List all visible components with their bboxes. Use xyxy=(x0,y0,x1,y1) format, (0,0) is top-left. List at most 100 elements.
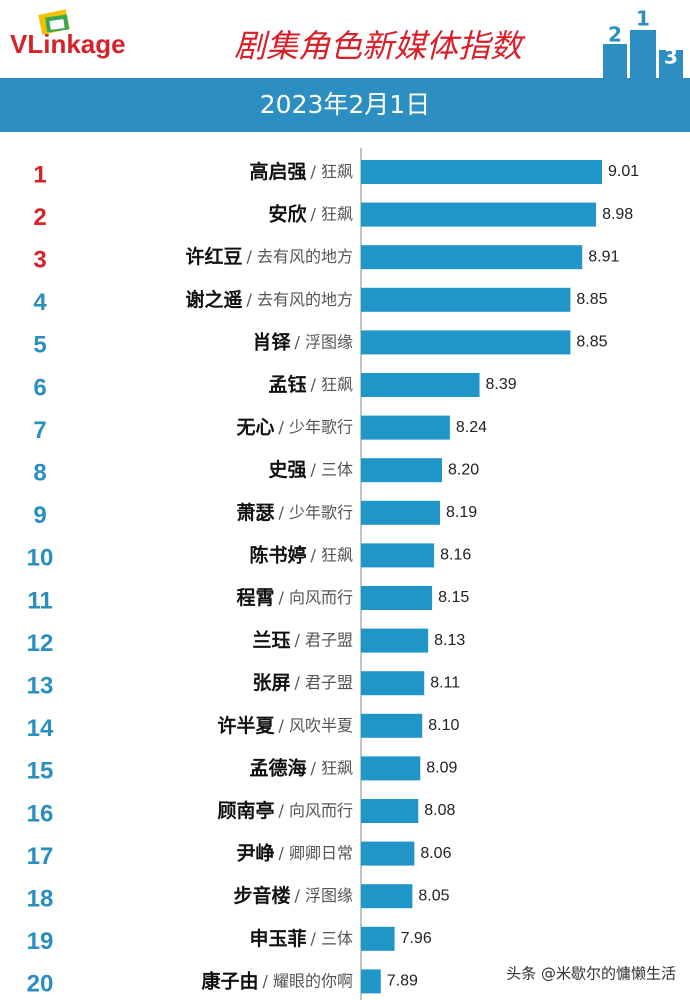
rank: 18 xyxy=(27,886,54,913)
bar xyxy=(361,500,441,525)
bar xyxy=(361,628,429,653)
show-name: / 君子盟 xyxy=(295,630,353,649)
bar xyxy=(361,160,602,184)
bar xyxy=(361,799,419,823)
show-name: / 去有风的地方 xyxy=(247,247,353,266)
row-label: 许红豆 / 去有风的地方 xyxy=(186,245,354,268)
show-name: / 浮图缘 xyxy=(295,332,353,351)
show-name: / 狂飙 xyxy=(311,204,353,223)
rank: 11 xyxy=(27,587,52,614)
row-label: 顾南亭 / 向风而行 xyxy=(218,799,354,822)
bar xyxy=(361,671,425,696)
bar xyxy=(361,415,450,440)
show-name: / 三体 xyxy=(311,460,353,479)
rank: 3 xyxy=(33,247,46,274)
show-name: / 卿卿日常 xyxy=(279,843,353,862)
show-name: / 向风而行 xyxy=(279,801,353,820)
character-name: 孟德海 xyxy=(250,756,307,779)
bar xyxy=(361,287,571,312)
bar xyxy=(361,713,423,738)
character-name: 谢之遥 xyxy=(186,287,243,310)
subtitle: 2023年2月1日 xyxy=(260,90,430,119)
row-label: 无心 / 少年歌行 xyxy=(237,416,354,438)
rank: 2 xyxy=(33,204,46,231)
show-name: / 三体 xyxy=(311,928,353,947)
rank: 20 xyxy=(27,971,54,998)
value-label: 8.09 xyxy=(426,760,457,777)
value-label: 8.15 xyxy=(438,589,469,606)
character-name: 步音楼 xyxy=(234,884,291,907)
row-label: 许半夏 / 风吹半夏 xyxy=(218,713,354,736)
rank: 5 xyxy=(33,332,46,359)
bar xyxy=(361,373,480,397)
row-label: 肖铎 / 浮图缘 xyxy=(253,330,354,353)
row-label: 兰珏 / 君子盟 xyxy=(253,628,354,651)
character-name: 萧瑟 xyxy=(237,501,275,523)
character-name: 张屏 xyxy=(253,672,291,694)
row-label: 尹峥 / 卿卿日常 xyxy=(237,841,354,864)
brand: VLinkage xyxy=(10,29,126,59)
podium-icon xyxy=(603,30,683,78)
rank: 13 xyxy=(27,673,54,700)
value-label: 8.10 xyxy=(428,717,459,734)
value-label: 9.01 xyxy=(608,163,639,180)
row-label: 史强 / 三体 xyxy=(269,459,354,481)
rank: 15 xyxy=(27,758,54,785)
row-label: 步音楼 / 浮图缘 xyxy=(234,884,354,907)
character-name: 程霄 xyxy=(237,587,275,609)
value-label: 7.96 xyxy=(401,930,432,947)
value-label: 8.11 xyxy=(430,674,460,691)
row-label: 张屏 / 君子盟 xyxy=(253,672,354,694)
value-label: 8.39 xyxy=(486,376,517,393)
rank: 4 xyxy=(33,289,47,316)
show-name: / 少年歌行 xyxy=(279,502,353,521)
character-name: 顾南亭 xyxy=(218,799,275,822)
rank: 1 xyxy=(33,161,46,188)
show-name: / 少年歌行 xyxy=(279,417,353,436)
character-name: 尹峥 xyxy=(237,841,275,864)
show-name: / 风吹半夏 xyxy=(279,715,353,734)
rank: 16 xyxy=(27,800,54,827)
bar xyxy=(361,330,571,355)
watermark: 头条 @米歇尔的慵懒生活 xyxy=(506,965,676,983)
show-name: / 狂飙 xyxy=(311,545,353,564)
value-label: 8.06 xyxy=(420,845,451,862)
character-name: 康子由 xyxy=(202,969,259,992)
bar xyxy=(361,586,433,610)
row-label: 高启强 / 狂飙 xyxy=(250,160,354,183)
bar xyxy=(361,245,583,270)
character-name: 兰珏 xyxy=(253,628,291,651)
show-name: / 狂飙 xyxy=(311,758,353,777)
rank: 9 xyxy=(33,502,46,529)
value-label: 8.19 xyxy=(446,504,477,521)
show-name: / 去有风的地方 xyxy=(247,289,353,308)
logo-icon xyxy=(38,9,70,35)
podium-digit: 3 xyxy=(664,45,678,69)
bar xyxy=(361,202,597,227)
value-label: 7.89 xyxy=(387,973,418,990)
character-name: 申玉菲 xyxy=(250,926,307,949)
show-name: / 狂飙 xyxy=(311,375,353,394)
rank: 6 xyxy=(33,374,46,401)
show-name: / 浮图缘 xyxy=(295,886,353,905)
character-name: 肖铎 xyxy=(253,330,292,353)
rank: 10 xyxy=(27,545,54,572)
row-label: 陈书婷 / 狂飙 xyxy=(250,543,354,566)
row-label: 孟钰 / 狂飙 xyxy=(269,373,354,396)
value-label: 8.98 xyxy=(602,206,633,223)
chart-title: 剧集角色新媒体指数 xyxy=(234,27,526,65)
bar xyxy=(361,543,435,568)
value-label: 8.16 xyxy=(440,547,471,564)
row-label: 萧瑟 / 少年歌行 xyxy=(237,501,354,523)
row-label: 孟德海 / 狂飙 xyxy=(250,756,354,779)
character-name: 史强 xyxy=(269,459,307,481)
row-label: 谢之遥 / 去有风的地方 xyxy=(186,287,354,310)
character-name: 许半夏 xyxy=(218,713,276,736)
value-label: 8.91 xyxy=(588,248,619,265)
show-name: / 君子盟 xyxy=(295,673,353,692)
date-band xyxy=(0,78,690,132)
bar xyxy=(361,926,395,951)
show-name: / 向风而行 xyxy=(279,588,353,607)
row-label: 安欣 / 狂飙 xyxy=(269,202,354,225)
